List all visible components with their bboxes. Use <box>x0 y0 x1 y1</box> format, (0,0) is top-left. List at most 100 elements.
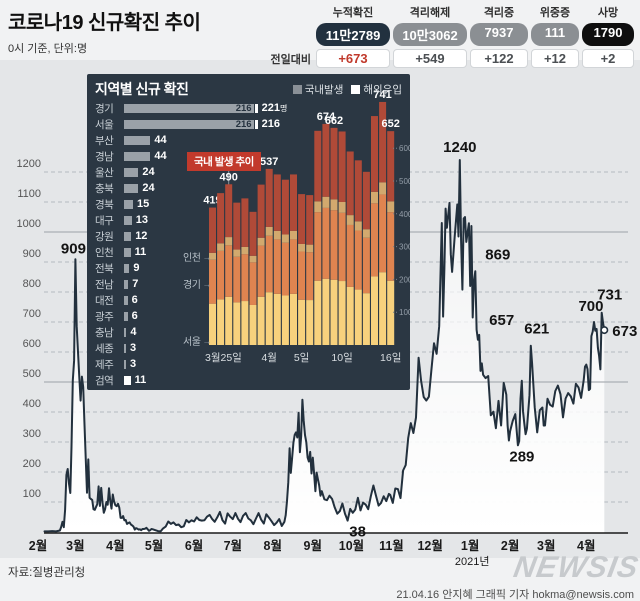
stat-label: 격리해제 <box>409 7 451 19</box>
region-bar <box>124 247 131 257</box>
region-name: 제주 <box>95 358 114 371</box>
stat-delta: +673 <box>316 49 390 68</box>
page-title: 코로나19 신규확진 추이 <box>8 12 201 34</box>
region-bar <box>124 151 151 161</box>
region-row: 충북 24 <box>95 180 375 196</box>
inset-ytick-label: 600 <box>399 144 410 153</box>
stacked-bar-segment <box>379 272 387 345</box>
legend-swatch-icon <box>351 84 361 94</box>
region-row: 인천 11 <box>95 244 375 260</box>
inset-title: 지역별 신규 확진 <box>95 81 189 97</box>
inset-ytick-label: 300 <box>399 243 410 252</box>
region-total-unit: 명 <box>279 104 288 113</box>
region-row: 경기 216 221명 <box>95 100 375 116</box>
region-row: 검역 11 <box>95 372 375 388</box>
region-total: 7 <box>132 278 139 290</box>
region-bar <box>124 263 130 273</box>
region-bar <box>124 183 139 193</box>
stat-delta: +549 <box>393 49 467 68</box>
inset-header: 지역별 신규 확진 국내발생 해외유입 <box>95 79 402 99</box>
stat-delta: +2 <box>582 49 634 68</box>
legend-swatch-icon <box>292 84 302 94</box>
stat-value-pill: 10만3062 <box>393 23 467 46</box>
region-total: 9 <box>133 262 140 274</box>
region-total: 3 <box>130 358 137 370</box>
stacked-bar-label: 662 <box>325 115 343 127</box>
region-bar <box>124 311 128 321</box>
imported-segment <box>254 119 258 129</box>
newsis-watermark: NEWSIS <box>510 551 640 584</box>
region-name: 충북 <box>95 182 114 195</box>
stacked-bar-segment <box>387 280 395 345</box>
region-name: 대전 <box>95 294 114 307</box>
pointer-text: 경기 <box>183 280 201 291</box>
legend-label: 해외유입 <box>363 83 402 96</box>
pointer-arrow-icon: → <box>202 335 211 346</box>
credit-line: 21.04.16 안지혜 그래픽 기자 hokma@newsis.com <box>396 589 634 601</box>
region-bar <box>124 231 132 241</box>
region-name: 전남 <box>95 278 114 291</box>
region-name: 대구 <box>95 214 114 227</box>
imported-segment <box>254 103 258 113</box>
inset-ytick-label: 200 <box>399 275 410 284</box>
region-total: 24 <box>142 166 155 178</box>
region-total: 3 <box>130 342 137 354</box>
source-note: 자료:질병관리청 <box>8 567 86 579</box>
summary-stats: 누적확진 격리해제 격리중 위중증 사망 11만2789 10만3062 7937 111 179… <box>263 4 634 68</box>
region-name: 경기 <box>95 102 114 115</box>
stacked-bar-label: 741 <box>373 89 391 101</box>
region-row: 충남 4 <box>95 324 375 340</box>
region-total: 15 <box>137 198 150 210</box>
region-name: 세종 <box>95 342 114 355</box>
inset-ytick-label: 500 <box>399 177 410 186</box>
stacked-bar-segment <box>387 201 395 213</box>
stat-label: 격리중 <box>483 7 515 19</box>
stack-pointer-label: 경기 → <box>183 276 211 292</box>
inset-ytick-label: 400 <box>399 210 410 219</box>
pointer-arrow-icon: → <box>202 278 211 289</box>
region-name: 인천 <box>95 246 114 259</box>
region-bar: 216 <box>124 103 254 114</box>
region-row: 제주 3 <box>95 356 375 372</box>
region-row: 전북 9 <box>95 260 375 276</box>
page-subtitle: 0시 기준, 단위:명 <box>8 43 88 55</box>
region-total: 44 <box>154 134 167 146</box>
region-total: 13 <box>135 214 149 226</box>
stacked-bar-segment <box>387 131 395 202</box>
stack-pointer-label: 서울 → <box>183 333 211 349</box>
stacked-bar-segment <box>379 194 387 273</box>
region-row: 부산 44 <box>95 132 375 148</box>
region-bar: 216 <box>124 119 254 130</box>
region-bar <box>124 295 128 305</box>
region-bar <box>124 343 126 353</box>
pointer-arrow-icon: → <box>202 251 211 262</box>
stat-value-pill: 1790 <box>582 23 634 46</box>
region-bar <box>124 199 133 209</box>
region-total: 216 <box>261 118 280 130</box>
region-name: 충남 <box>95 326 114 339</box>
stack-pointer-label: 인천 → <box>183 249 211 265</box>
region-total: 11 <box>134 246 147 258</box>
region-total: 44 <box>154 150 167 162</box>
stat-delta: +12 <box>531 49 579 68</box>
region-inset-panel: 4194905376746627416521002003004005006003… <box>87 74 410 390</box>
region-name: 강원 <box>95 230 114 243</box>
legend-label: 국내발생 <box>304 83 344 96</box>
stat-label: 누적확진 <box>332 7 374 19</box>
stat-label: 사망 <box>597 7 619 19</box>
region-bar <box>124 135 151 145</box>
inset-legend: 국내발생 해외유입 <box>292 82 402 97</box>
region-row: 대구 13 <box>95 212 375 228</box>
stacked-bar-label: 674 <box>317 111 336 123</box>
pointer-text: 인천 <box>183 253 201 264</box>
domestic-trend-badge: 국내 발생 추이 <box>187 152 261 171</box>
stacked-bar-segment <box>379 182 387 195</box>
legend-item: 해외유입 <box>351 82 402 97</box>
stat-value-pill: 7937 <box>470 23 528 46</box>
region-row: 강원 12 <box>95 228 375 244</box>
stat-value-pill: 11만2789 <box>316 23 390 46</box>
region-total: 6 <box>131 294 138 306</box>
region-row: 서울 216 216 <box>95 116 375 132</box>
region-bar <box>124 327 127 337</box>
